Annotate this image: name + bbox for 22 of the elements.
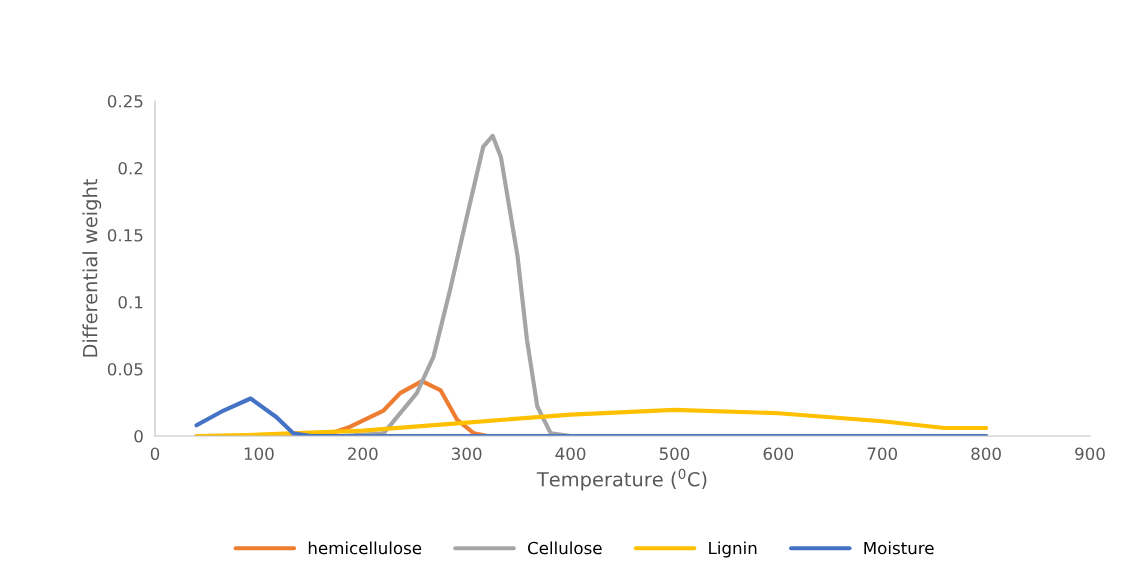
x-tick-label: 500 <box>659 447 690 461</box>
x-tick-label: 900 <box>1075 447 1105 461</box>
legend-label: Lignin <box>709 541 757 558</box>
y-tick-label: 0.2 <box>118 161 143 175</box>
x-tick-label: 0 <box>150 447 160 461</box>
y-tick-label: 0.25 <box>107 94 143 108</box>
x-tick-label: 200 <box>348 447 378 461</box>
x-tick-label: 600 <box>763 447 794 461</box>
y-tick-label: 0.15 <box>107 228 143 242</box>
x-tick-label: 800 <box>971 447 1001 461</box>
x-tick-label: 400 <box>555 447 586 461</box>
y-tick-label: 0.05 <box>107 362 143 376</box>
x-axis-title: Temperature ($^{0}$C) <box>536 468 707 491</box>
y-axis-title: Differential weight <box>82 178 102 357</box>
y-tick-label: 0.1 <box>118 295 143 309</box>
y-tick-label: 0 <box>134 429 143 443</box>
x-tick-label: 700 <box>867 447 898 461</box>
legend-label: hemicellulose <box>308 541 422 555</box>
x-tick-label: 300 <box>452 447 482 461</box>
x-tick-label: 100 <box>244 447 274 461</box>
legend-label: Moisture <box>864 541 934 555</box>
legend-label: Cellulose <box>527 541 602 555</box>
